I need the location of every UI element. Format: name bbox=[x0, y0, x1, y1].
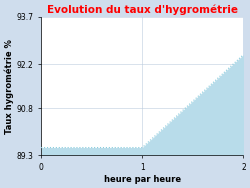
Title: Evolution du taux d'hygrométrie: Evolution du taux d'hygrométrie bbox=[47, 4, 238, 15]
X-axis label: heure par heure: heure par heure bbox=[104, 175, 181, 184]
Y-axis label: Taux hygrométrie %: Taux hygrométrie % bbox=[4, 39, 14, 133]
